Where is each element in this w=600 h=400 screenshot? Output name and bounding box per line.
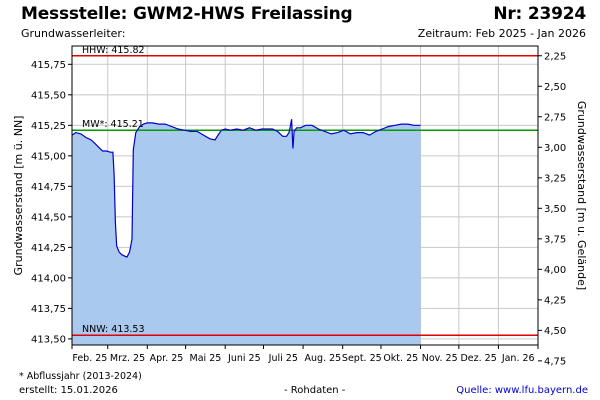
x-tick-label: Mrz. 25 xyxy=(110,353,145,364)
y-right-tick-label: 4,50 xyxy=(544,326,566,337)
x-tick-label: Juli 25 xyxy=(268,353,298,364)
ref-label-nnw: NNW: 413.53 xyxy=(82,324,145,335)
y-tick-label: 414,00 xyxy=(31,273,66,284)
water-level-line xyxy=(71,119,421,258)
x-tick-label: Feb. 25 xyxy=(72,353,107,364)
ref-label-mw: MW*: 415.21 xyxy=(82,119,144,130)
y-right-tick-label: 2,75 xyxy=(544,112,566,123)
y-right-tick-label: 3,00 xyxy=(544,143,566,154)
y-tick-label: 414,50 xyxy=(31,212,66,223)
y-tick-label: 415,50 xyxy=(31,90,66,101)
y-right-tick-label: 2,50 xyxy=(544,82,566,93)
x-tick-label: Sept. 25 xyxy=(342,353,382,364)
raw-data-note: - Rohdaten - xyxy=(284,385,346,396)
station-number: Nr: 23924 xyxy=(493,4,586,24)
ref-label-hhw: HHW: 415.82 xyxy=(82,45,145,56)
y-right-tick-label: 4,25 xyxy=(544,295,566,306)
y-tick-label: 414,25 xyxy=(31,243,66,254)
reference-lines: HHW: 415.82 MW*: 415.21 NNW: 413.53 xyxy=(72,45,538,336)
x-tick-label: Dez. 25 xyxy=(460,353,496,364)
x-tick-label: Nov. 25 xyxy=(422,353,458,364)
y-right-tick-label: 3,25 xyxy=(544,173,566,184)
period-label: Zeitraum: Feb 2025 - Jan 2026 xyxy=(417,27,586,40)
x-tick-label: Jan. 26 xyxy=(501,353,535,364)
footnote: * Abflussjahr (2013-2024) xyxy=(19,371,142,382)
axes: 413,50 413,75 414,00 414,25 414,50 414,75 415,… xyxy=(12,51,588,367)
y-tick-label: 414,75 xyxy=(31,182,66,193)
page-title: Messstelle: GWM2-HWS Freilassing xyxy=(21,4,353,24)
y-tick-label: 413,75 xyxy=(31,304,66,315)
y-tick-label: 415,00 xyxy=(31,151,66,162)
x-tick-label: Mai 25 xyxy=(190,353,222,364)
x-tick-label: Aug. 25 xyxy=(305,353,342,364)
x-tick-label: Juni 25 xyxy=(227,353,261,364)
x-tick-label: Apr. 25 xyxy=(150,353,184,364)
y-axis-title: Grundwasserstand [m ü. NN] xyxy=(12,116,25,276)
aquifer-label: Grundwasserleiter: xyxy=(21,27,126,40)
y-right-tick-label: 4,00 xyxy=(544,265,566,276)
source-label: Quelle: xyxy=(456,385,495,396)
x-tick-label: Okt. 25 xyxy=(383,353,418,364)
y-right-axis-title: Grundwasserstand [m u. Gelände] xyxy=(575,101,588,290)
y-tick-label: 413,50 xyxy=(31,334,66,345)
y-right-tick-label: 4,75 xyxy=(544,356,566,367)
y-right-tick-label: 3,75 xyxy=(544,234,566,245)
created-date: erstellt: 15.01.2026 xyxy=(19,385,118,396)
y-tick-label: 415,25 xyxy=(31,121,66,132)
source-url[interactable]: www.lfu.bayern.de xyxy=(494,385,588,396)
y-right-tick-label: 3,50 xyxy=(544,204,566,215)
y-right-tick-label: 2,25 xyxy=(544,51,566,62)
plot-frame xyxy=(71,45,539,346)
y-tick-label: 415,75 xyxy=(31,60,66,71)
water-level-area xyxy=(72,119,421,345)
source-link[interactable]: Quelle: www.lfu.bayern.de xyxy=(456,385,588,396)
